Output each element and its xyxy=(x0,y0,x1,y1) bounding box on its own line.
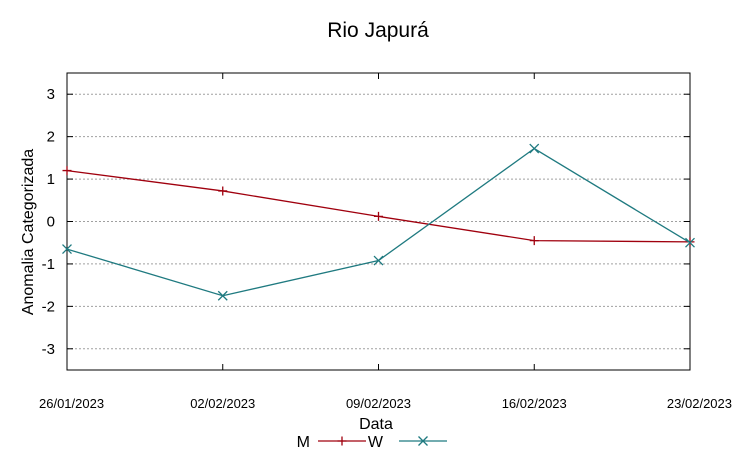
series-w-point xyxy=(529,143,540,154)
y-tick-label: -3 xyxy=(42,341,55,358)
series-w-point xyxy=(217,290,228,301)
x-tick-label: 09/02/2023 xyxy=(346,396,411,411)
x-tick-label: 02/02/2023 xyxy=(190,396,255,411)
x-axis-label: Data xyxy=(359,416,393,433)
series-m-line xyxy=(66,169,691,243)
series-m-point xyxy=(218,186,228,196)
series-m-point xyxy=(529,236,539,246)
series-m-point xyxy=(374,211,383,221)
x-tick-label: 16/02/2023 xyxy=(502,396,567,411)
legend-label-w: W xyxy=(368,434,384,451)
series-w-line xyxy=(66,147,691,297)
y-tick-label: -1 xyxy=(42,256,55,273)
legend-marker-w xyxy=(418,436,428,446)
series-m-point xyxy=(62,166,72,176)
x-tick-label: 26/01/2023 xyxy=(39,396,104,411)
series-w-point xyxy=(685,237,695,248)
legend-marker-m xyxy=(337,436,347,446)
chart-title: Rio Japurá xyxy=(327,19,429,42)
series-w-point xyxy=(62,244,72,255)
series-w xyxy=(62,143,695,301)
y-tick-label: 3 xyxy=(47,86,55,103)
legend-label-m: M xyxy=(297,434,310,451)
series-w-point xyxy=(373,255,384,266)
y-tick-label: 1 xyxy=(47,171,55,188)
x-tick-label: 23/02/2023 xyxy=(667,396,732,411)
y-tick-label: 2 xyxy=(47,129,55,146)
series-m xyxy=(62,166,695,247)
data-series xyxy=(62,143,695,301)
y-tick-label: -2 xyxy=(42,298,55,315)
y-axis-label: Anomalia Categorizada xyxy=(20,149,37,315)
grid-lines xyxy=(67,93,690,350)
y-tick-label: 0 xyxy=(47,214,55,231)
axis-ticks: -3 -2 -1 0 1 2 3 26/01/2023 02/02/2023 09/02/2023… xyxy=(39,73,732,411)
